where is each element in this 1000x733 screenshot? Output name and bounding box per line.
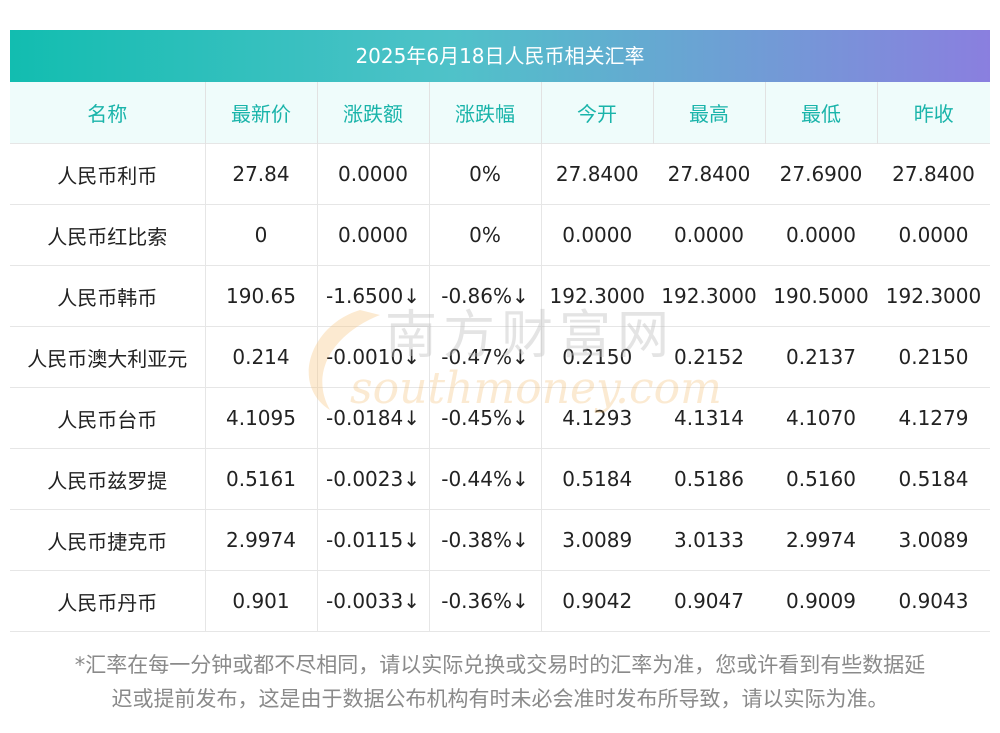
cell-prev-close: 0.9043: [877, 570, 990, 632]
cell-name: 人民币丹币: [10, 570, 206, 632]
cell-change-pct: -0.47%↓: [429, 326, 542, 388]
table-row: 人民币韩币 190.65 -1.6500↓ -0.86%↓ 192.3000 192.30…: [10, 265, 990, 327]
cell-prev-close: 192.3000: [877, 265, 990, 327]
cell-low: 27.6900: [765, 143, 877, 205]
header-high: 最高: [653, 82, 766, 144]
cell-change-pct: -0.38%↓: [429, 509, 542, 571]
cell-name: 人民币台币: [10, 387, 206, 449]
cell-low: 190.5000: [765, 265, 877, 327]
cell-change-pct: 0%: [429, 143, 542, 205]
table-row: 人民币澳大利亚元 0.214 -0.0010↓ -0.47%↓ 0.2150 0.2152…: [10, 326, 990, 388]
cell-high: 0.2152: [653, 326, 765, 388]
cell-prev-close: 0.2150: [877, 326, 990, 388]
header-open: 今开: [541, 82, 654, 144]
header-prev-close: 昨收: [877, 82, 990, 144]
cell-low: 0.2137: [765, 326, 877, 388]
cell-high: 3.0133: [653, 509, 765, 571]
exchange-rate-table: 名称 最新价 涨跌额 涨跌幅 今开 最高 最低 昨收 人民币利币 27.84 0.0…: [10, 82, 990, 632]
header-change-pct: 涨跌幅: [429, 82, 542, 144]
cell-prev-close: 0.0000: [877, 204, 990, 266]
cell-open: 0.9042: [541, 570, 653, 632]
cell-open: 0.5184: [541, 448, 653, 510]
disclaimer-line-2: 迟或提前发布，这是由于数据公布机构有时未必会准时发布所导致，请以实际为准。: [111, 687, 889, 711]
cell-change-pct: 0%: [429, 204, 542, 266]
cell-low: 0.5160: [765, 448, 877, 510]
header-row: 名称 最新价 涨跌额 涨跌幅 今开 最高 最低 昨收: [10, 82, 990, 144]
cell-name: 人民币利币: [10, 143, 206, 205]
cell-change-pct: -0.45%↓: [429, 387, 542, 449]
cell-change: 0.0000: [317, 204, 430, 266]
table-row: 人民币利币 27.84 0.0000 0% 27.8400 27.8400 27.6900 2…: [10, 143, 990, 205]
cell-change: -0.0184↓: [317, 387, 430, 449]
cell-latest: 27.84: [205, 143, 318, 205]
cell-change-pct: -0.36%↓: [429, 570, 542, 632]
cell-latest: 0.901: [205, 570, 318, 632]
cell-prev-close: 4.1279: [877, 387, 990, 449]
header-change: 涨跌额: [317, 82, 430, 144]
cell-change-pct: -0.44%↓: [429, 448, 542, 510]
cell-latest: 4.1095: [205, 387, 318, 449]
disclaimer-line-1: *汇率在每一分钟或都不尽相同，请以实际兑换或交易时的汇率为准，您或许看到有些数据…: [74, 653, 926, 677]
cell-name: 人民币澳大利亚元: [10, 326, 206, 388]
cell-latest: 190.65: [205, 265, 318, 327]
cell-change: 0.0000: [317, 143, 430, 205]
header-low: 最低: [765, 82, 878, 144]
cell-low: 2.9974: [765, 509, 877, 571]
cell-prev-close: 0.5184: [877, 448, 990, 510]
cell-open: 0.2150: [541, 326, 653, 388]
disclaimer-note: *汇率在每一分钟或都不尽相同，请以实际兑换或交易时的汇率为准，您或许看到有些数据…: [10, 648, 990, 716]
cell-high: 0.0000: [653, 204, 765, 266]
cell-change: -0.0010↓: [317, 326, 430, 388]
table-row: 人民币捷克币 2.9974 -0.0115↓ -0.38%↓ 3.0089 3.0133 2…: [10, 509, 990, 571]
cell-open: 27.8400: [541, 143, 653, 205]
cell-open: 3.0089: [541, 509, 653, 571]
cell-name: 人民币韩币: [10, 265, 206, 327]
cell-change: -1.6500↓: [317, 265, 430, 327]
header-name: 名称: [10, 82, 206, 144]
cell-low: 4.1070: [765, 387, 877, 449]
cell-high: 27.8400: [653, 143, 765, 205]
cell-high: 0.5186: [653, 448, 765, 510]
cell-name: 人民币兹罗提: [10, 448, 206, 510]
cell-change: -0.0115↓: [317, 509, 430, 571]
table-title: 2025年6月18日人民币相关汇率: [10, 30, 990, 82]
cell-latest: 0.5161: [205, 448, 318, 510]
cell-latest: 0.214: [205, 326, 318, 388]
cell-high: 4.1314: [653, 387, 765, 449]
cell-latest: 2.9974: [205, 509, 318, 571]
table-row: 人民币红比索 0 0.0000 0% 0.0000 0.0000 0.0000 0.0000: [10, 204, 990, 266]
cell-latest: 0: [205, 204, 318, 266]
cell-change-pct: -0.86%↓: [429, 265, 542, 327]
cell-open: 4.1293: [541, 387, 653, 449]
cell-name: 人民币红比索: [10, 204, 206, 266]
cell-prev-close: 27.8400: [877, 143, 990, 205]
cell-change: -0.0033↓: [317, 570, 430, 632]
header-latest: 最新价: [205, 82, 318, 144]
cell-name: 人民币捷克币: [10, 509, 206, 571]
cell-low: 0.0000: [765, 204, 877, 266]
cell-open: 192.3000: [541, 265, 653, 327]
table-row: 人民币兹罗提 0.5161 -0.0023↓ -0.44%↓ 0.5184 0.5186 0…: [10, 448, 990, 510]
cell-high: 0.9047: [653, 570, 765, 632]
cell-prev-close: 3.0089: [877, 509, 990, 571]
cell-low: 0.9009: [765, 570, 877, 632]
cell-open: 0.0000: [541, 204, 653, 266]
table-row: 人民币台币 4.1095 -0.0184↓ -0.45%↓ 4.1293 4.1314 4.…: [10, 387, 990, 449]
table-row: 人民币丹币 0.901 -0.0033↓ -0.36%↓ 0.9042 0.9047 0.9…: [10, 570, 990, 632]
cell-change: -0.0023↓: [317, 448, 430, 510]
cell-high: 192.3000: [653, 265, 765, 327]
